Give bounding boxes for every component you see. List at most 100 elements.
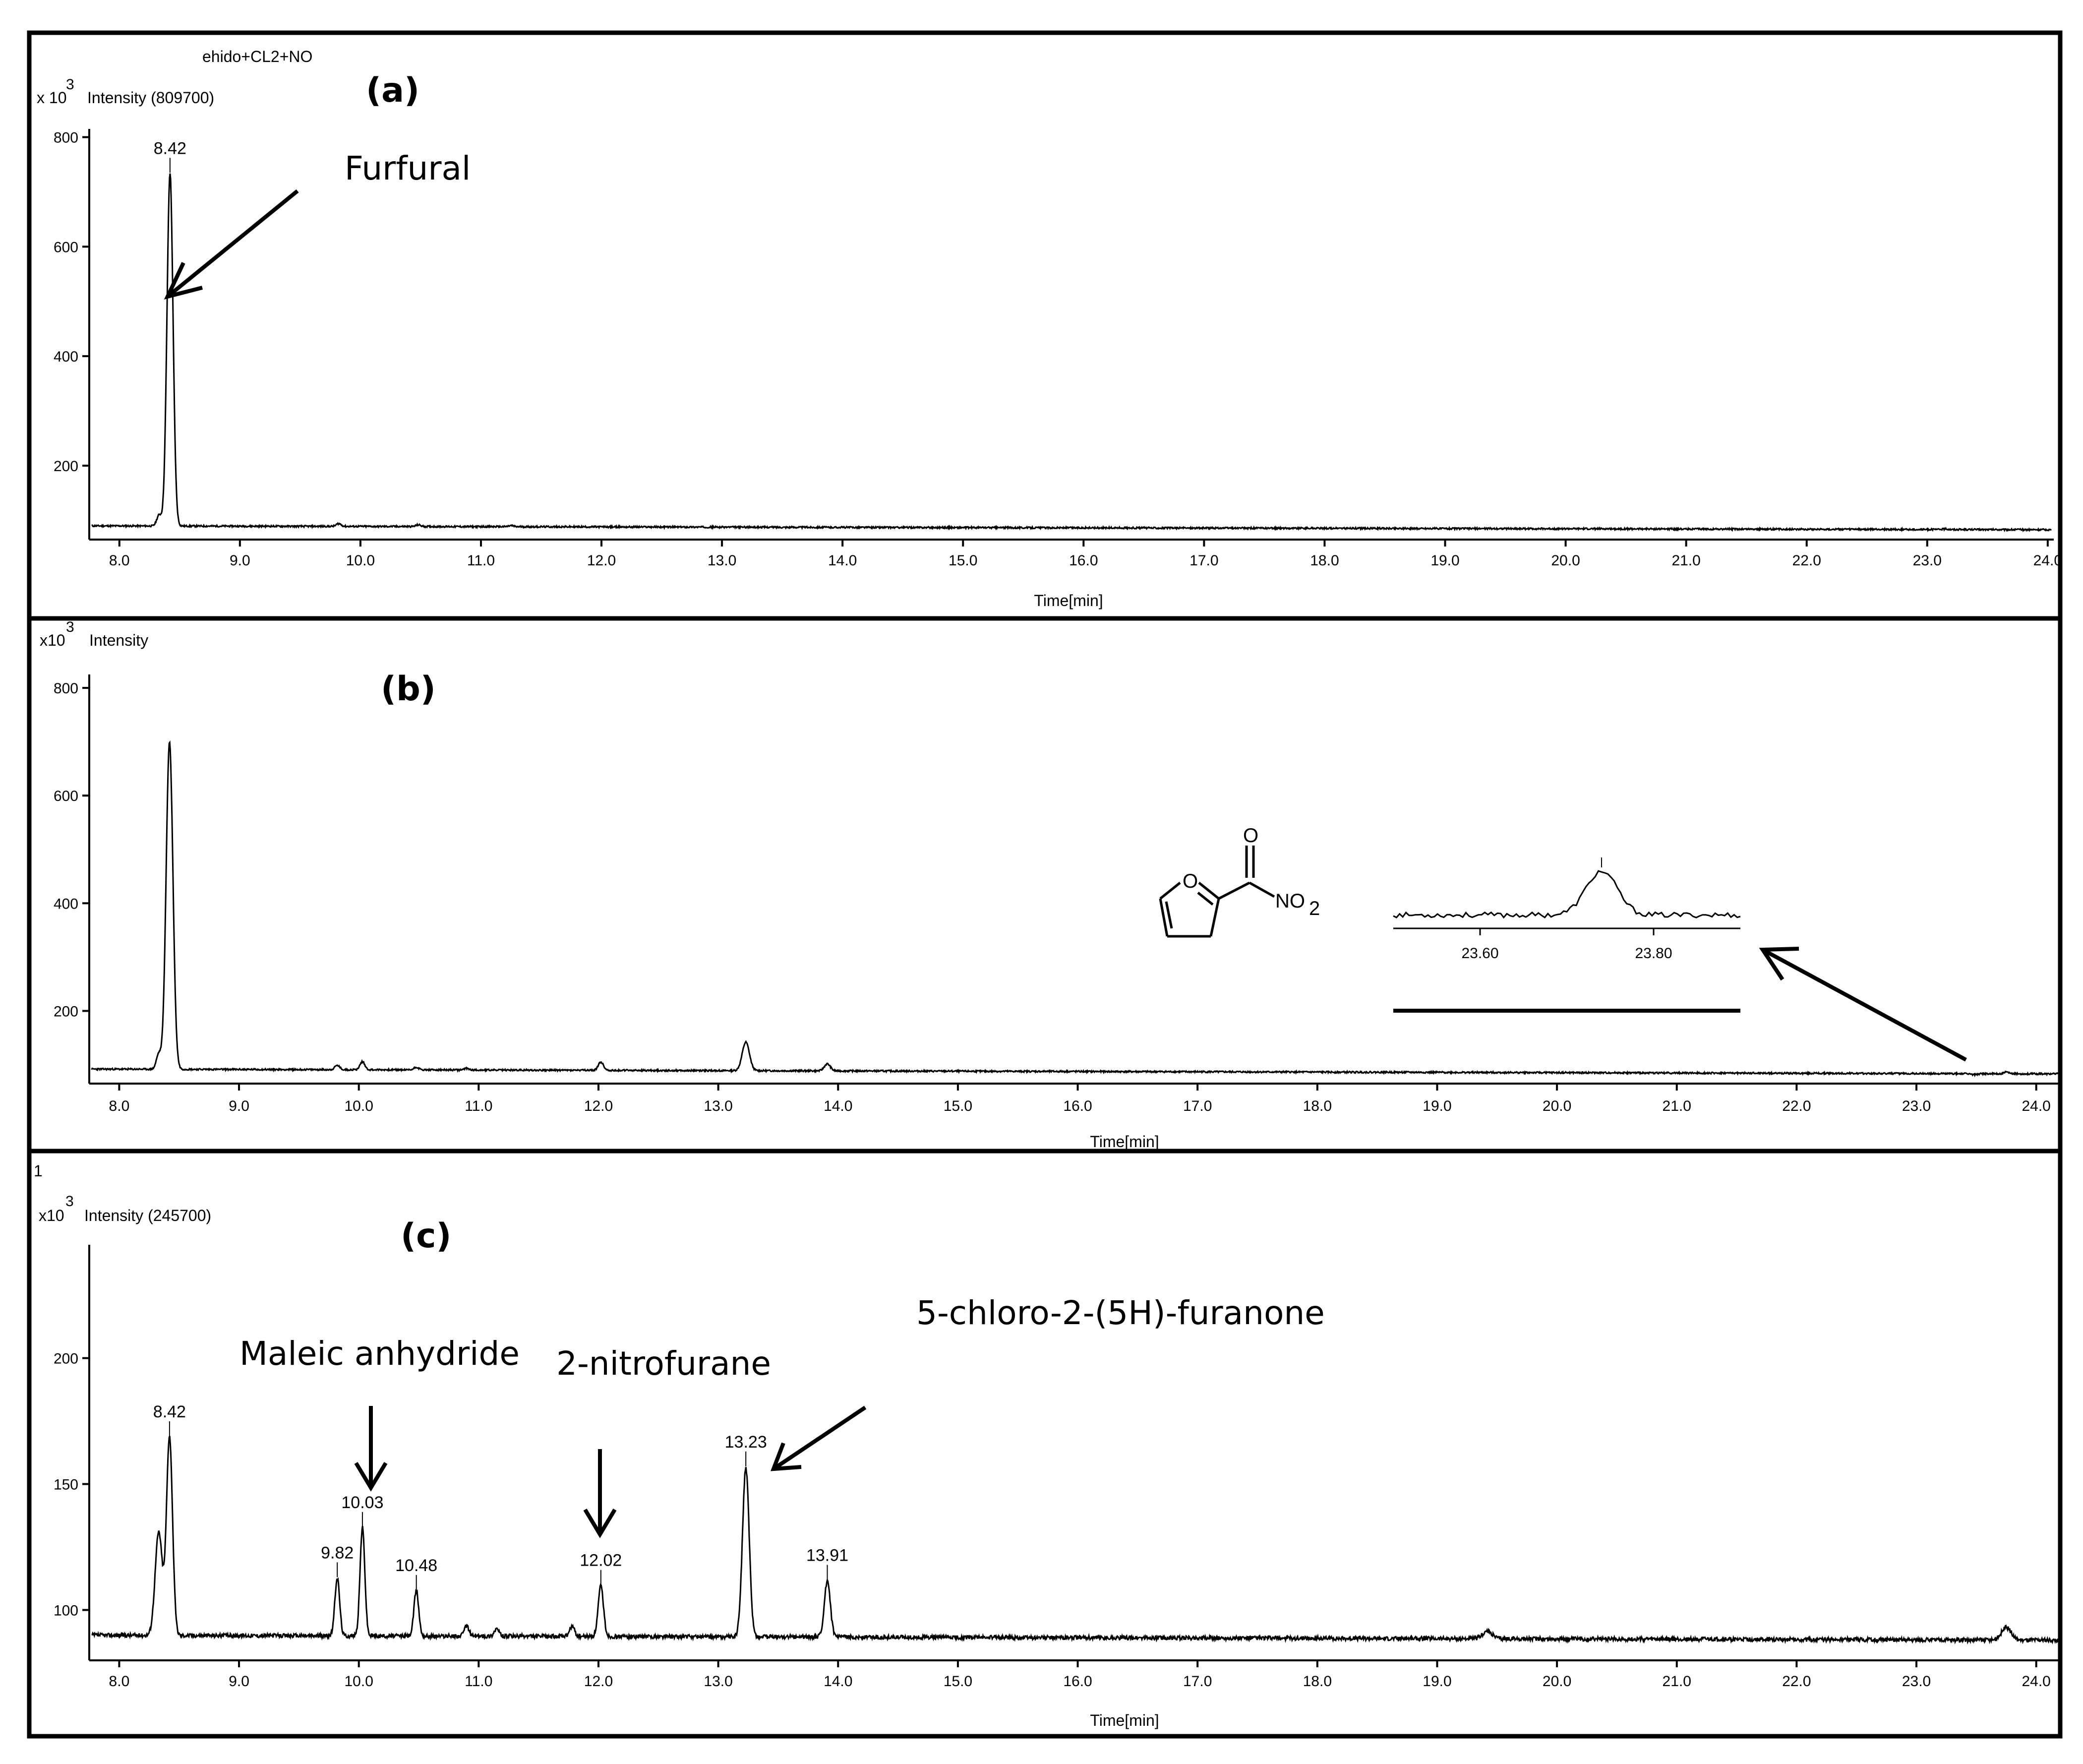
inset-ticks: 23.60 23.80 <box>1461 857 1672 962</box>
panel-c-x-ticks: 8.0 9.0 10.0 11.0 12.0 13.0 14.0 15.0 16.0 17.0 18… <box>109 1660 2051 1690</box>
inset-tick-label: 23.60 <box>1461 945 1498 962</box>
x-tick-label: 11.0 <box>465 1098 492 1114</box>
x-tick-label: 23.0 <box>1902 1098 1931 1114</box>
x-tick-label: 21.0 <box>1663 1673 1691 1690</box>
x-tick-label: 10.0 <box>344 1673 373 1690</box>
panel-c-y-ticks: 100 150 200 <box>54 1351 89 1619</box>
panel-a-peak-labels: 8.42 <box>154 139 186 173</box>
x-tick-label: 9.0 <box>229 1673 249 1690</box>
x-tick-label: 22.0 <box>1782 1098 1811 1114</box>
x-tick-label: 18.0 <box>1303 1673 1332 1690</box>
arrow-maleic-anhydride <box>354 1406 388 1492</box>
panel-b-x-ticks: 8.0 9.0 10.0 11.0 12.0 13.0 14.0 15.0 16.0 17.0 18… <box>109 1084 2051 1114</box>
panel-a-x-ticks: 8.0 9.0 10.0 11.0 12.0 13.0 14.0 15.0 16.0 17.0 18… <box>109 540 2062 569</box>
x-tick-label: 14.0 <box>824 1098 852 1114</box>
panel-a-y-label: Intensity (809700) <box>87 89 214 107</box>
panel-b-inset: 23.60 23.80 <box>1393 857 1741 1013</box>
x-tick-label: 9.0 <box>229 1098 249 1114</box>
y-tick-label: 200 <box>54 1351 78 1367</box>
arrow-furfural <box>164 189 299 300</box>
x-tick-label: 22.0 <box>1782 1673 1811 1690</box>
panel-a-header: ehido+CL2+NO <box>202 48 312 65</box>
panel-c-y-multiplier: x10 <box>39 1207 64 1224</box>
inset-tick-label: 23.80 <box>1635 945 1672 962</box>
x-tick-label: 15.0 <box>944 1098 972 1114</box>
panel-c-header: 1 <box>34 1162 43 1180</box>
y-tick-label: 150 <box>54 1476 78 1493</box>
y-tick-label: 800 <box>54 680 78 697</box>
panel-b-y-exponent: 3 <box>66 619 74 635</box>
annotation-maleic-anhydride: Maleic anhydride <box>239 1335 520 1373</box>
x-tick-label: 24.0 <box>2022 1098 2050 1114</box>
y-tick-label: 100 <box>54 1602 78 1619</box>
nitrofuryl-structure <box>1159 846 1275 938</box>
panel-b-trace <box>91 740 2059 1078</box>
peak-label: 13.91 <box>806 1546 848 1565</box>
x-tick-label: 16.0 <box>1063 1098 1092 1114</box>
x-tick-label: 10.0 <box>344 1098 373 1114</box>
x-tick-label: 9.0 <box>230 552 250 569</box>
panel-a-tag: (a) <box>366 71 419 110</box>
panel-b-y-label: Intensity <box>89 631 148 649</box>
panel-c-tag: (c) <box>401 1217 451 1256</box>
x-tick-label: 8.0 <box>109 552 130 569</box>
x-tick-label: 13.0 <box>704 1673 732 1690</box>
structure-nitro-subscript: 2 <box>1309 898 1320 919</box>
panel-c: 1 x10 3 Intensity (245700) (c) 100 150 200… <box>34 1162 2060 1729</box>
panel-b-x-label: Time[min] <box>1090 1133 1159 1151</box>
panel-b-tag: (b) <box>381 669 436 709</box>
panel-c-y-exponent: 3 <box>65 1193 74 1210</box>
x-tick-label: 20.0 <box>1543 1673 1571 1690</box>
x-tick-label: 19.0 <box>1423 1673 1451 1690</box>
x-tick-label: 17.0 <box>1183 1673 1212 1690</box>
x-tick-label: 12.0 <box>584 1673 613 1690</box>
x-tick-label: 21.0 <box>1671 552 1700 569</box>
panel-b-y-multiplier: x10 <box>40 631 65 649</box>
panel-a-axes <box>88 129 2054 541</box>
structure-ring-oxygen: O <box>1183 870 1198 892</box>
inset-trace <box>1393 870 1741 919</box>
x-tick-label: 13.0 <box>704 1098 732 1114</box>
structure-carbonyl-oxygen: O <box>1243 825 1258 847</box>
panel-c-trace <box>91 1436 2059 1645</box>
panel-a: ehido+CL2+NO x 10 3 Intensity (809700) (… <box>37 48 2062 609</box>
panel-a-y-multiplier: x 10 <box>37 89 66 107</box>
panel-a-y-exponent: 3 <box>66 76 74 93</box>
peak-label: 13.23 <box>725 1433 767 1452</box>
peak-label: 12.02 <box>580 1551 622 1570</box>
x-tick-label: 12.0 <box>587 552 616 569</box>
x-tick-label: 12.0 <box>584 1098 613 1114</box>
x-tick-label: 19.0 <box>1423 1098 1451 1114</box>
panel-b: x10 3 Intensity (b) 200 400 600 800 8.0 9.0 1… <box>40 619 2060 1151</box>
annotation-2-nitrofurane: 2-nitrofurane <box>556 1344 771 1383</box>
x-tick-label: 20.0 <box>1551 552 1580 569</box>
arrow-5-chloro-furanone <box>771 1405 867 1471</box>
annotation-furfural: Furfural <box>345 149 471 187</box>
panel-a-x-label: Time[min] <box>1034 592 1103 609</box>
x-tick-label: 16.0 <box>1069 552 1098 569</box>
panel-b-axes <box>88 674 2060 1085</box>
x-tick-label: 11.0 <box>467 552 495 569</box>
arrow-2-nitrofurane <box>583 1449 617 1538</box>
peak-label: 8.42 <box>154 139 186 158</box>
panel-a-trace <box>91 173 2052 533</box>
annotation-5-chloro-furanone: 5-chloro-2-(5H)-furanone <box>916 1294 1325 1332</box>
panel-c-x-label: Time[min] <box>1090 1711 1159 1729</box>
x-tick-label: 15.0 <box>949 552 977 569</box>
x-tick-label: 19.0 <box>1430 552 1459 569</box>
x-tick-label: 24.0 <box>2033 552 2062 569</box>
panel-a-y-ticks: 200 400 600 800 <box>54 130 89 475</box>
structure-nitro-group: NO <box>1275 890 1305 912</box>
panel-c-axes <box>88 1245 2060 1661</box>
y-tick-label: 200 <box>54 1003 78 1020</box>
x-tick-label: 22.0 <box>1792 552 1821 569</box>
panel-c-y-label: Intensity (245700) <box>84 1207 211 1224</box>
x-tick-label: 8.0 <box>109 1673 130 1690</box>
x-tick-label: 16.0 <box>1063 1673 1092 1690</box>
x-tick-label: 23.0 <box>1902 1673 1931 1690</box>
y-tick-label: 400 <box>54 896 78 912</box>
y-tick-label: 800 <box>54 130 78 146</box>
x-tick-label: 20.0 <box>1543 1098 1571 1114</box>
x-tick-label: 10.0 <box>346 552 375 569</box>
